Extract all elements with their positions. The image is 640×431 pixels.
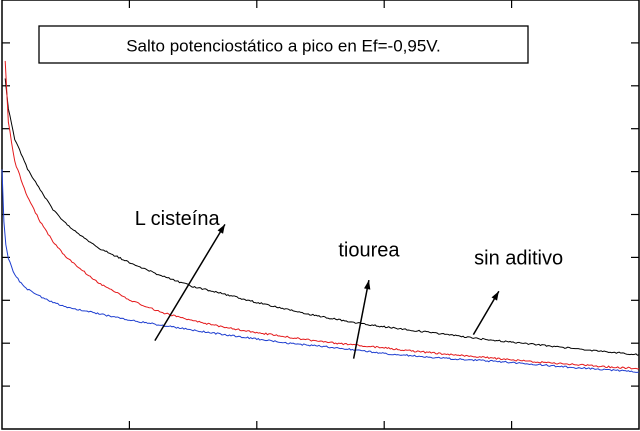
title-box: Salto potenciostático a pico en Ef=-0,95…: [38, 25, 529, 64]
label-tiourea: tiourea: [338, 240, 400, 262]
series-line-l-cisteina: [1, 169, 640, 373]
arrowhead-l-cisteina: [217, 224, 225, 234]
arrow-tiourea: [352, 279, 370, 359]
arrowhead-tiourea: [364, 280, 371, 290]
annotation-layer: L cisteína tiourea sin aditivo: [135, 208, 563, 359]
chart-title: Salto potenciostático a pico en Ef=-0,95…: [126, 37, 441, 56]
arrowhead-sin-aditivo: [491, 291, 499, 301]
series-layer: [1, 60, 640, 373]
series-line-sin-aditivo: [4, 78, 640, 356]
label-sin-aditivo: sin aditivo: [474, 248, 563, 270]
title-box-frame: [38, 25, 529, 64]
label-l-cisteina: L cisteína: [135, 208, 221, 230]
series-line-tiourea: [4, 60, 640, 370]
arrow-l-cisteina: [154, 223, 226, 342]
